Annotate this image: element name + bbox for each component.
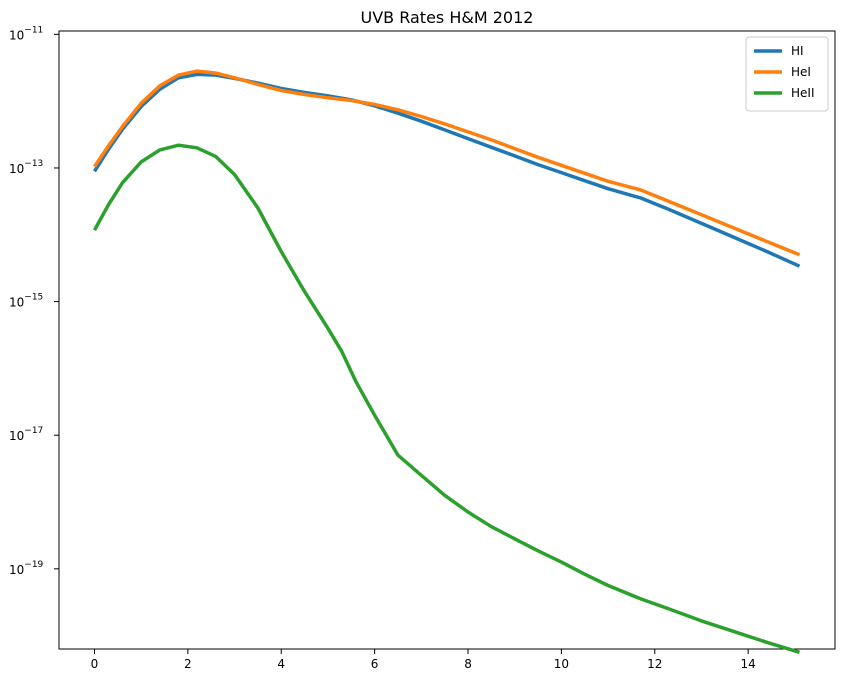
plot-area (58, 30, 836, 650)
x-tick-label: 0 (91, 657, 99, 671)
y-tick-label: 10−15 (9, 293, 43, 310)
series-group (92, 69, 801, 654)
legend: HI HeI HeII (745, 36, 829, 112)
series-line-hei (93, 69, 801, 257)
x-tick-label: 14 (741, 657, 756, 671)
x-tick-label: 10 (554, 657, 569, 671)
y-tick-label: 10−13 (9, 159, 43, 176)
x-tick-label: 8 (464, 657, 472, 671)
x-tick-label: 6 (371, 657, 379, 671)
x-tick-label: 4 (277, 657, 285, 671)
y-tick-label: 10−17 (9, 426, 43, 443)
legend-label: HI (791, 44, 804, 58)
y-tick-label: 10−19 (9, 560, 44, 577)
series-line-heii (92, 143, 801, 654)
legend-frame (745, 36, 829, 112)
y-tick-label: 10−11 (9, 25, 43, 42)
legend-label: HeII (791, 86, 814, 100)
legend-label: HeI (791, 65, 811, 79)
y-axis: 10−11 10−13 10−15 10−17 10−19 (9, 25, 59, 577)
x-tick-label: 2 (184, 657, 192, 671)
x-axis: 0 2 4 6 8 10 12 14 (91, 649, 756, 671)
chart-title: UVB Rates H&M 2012 (361, 8, 534, 27)
plot-frame (58, 30, 836, 650)
x-tick-label: 12 (647, 657, 662, 671)
series-line-hi (93, 72, 801, 268)
